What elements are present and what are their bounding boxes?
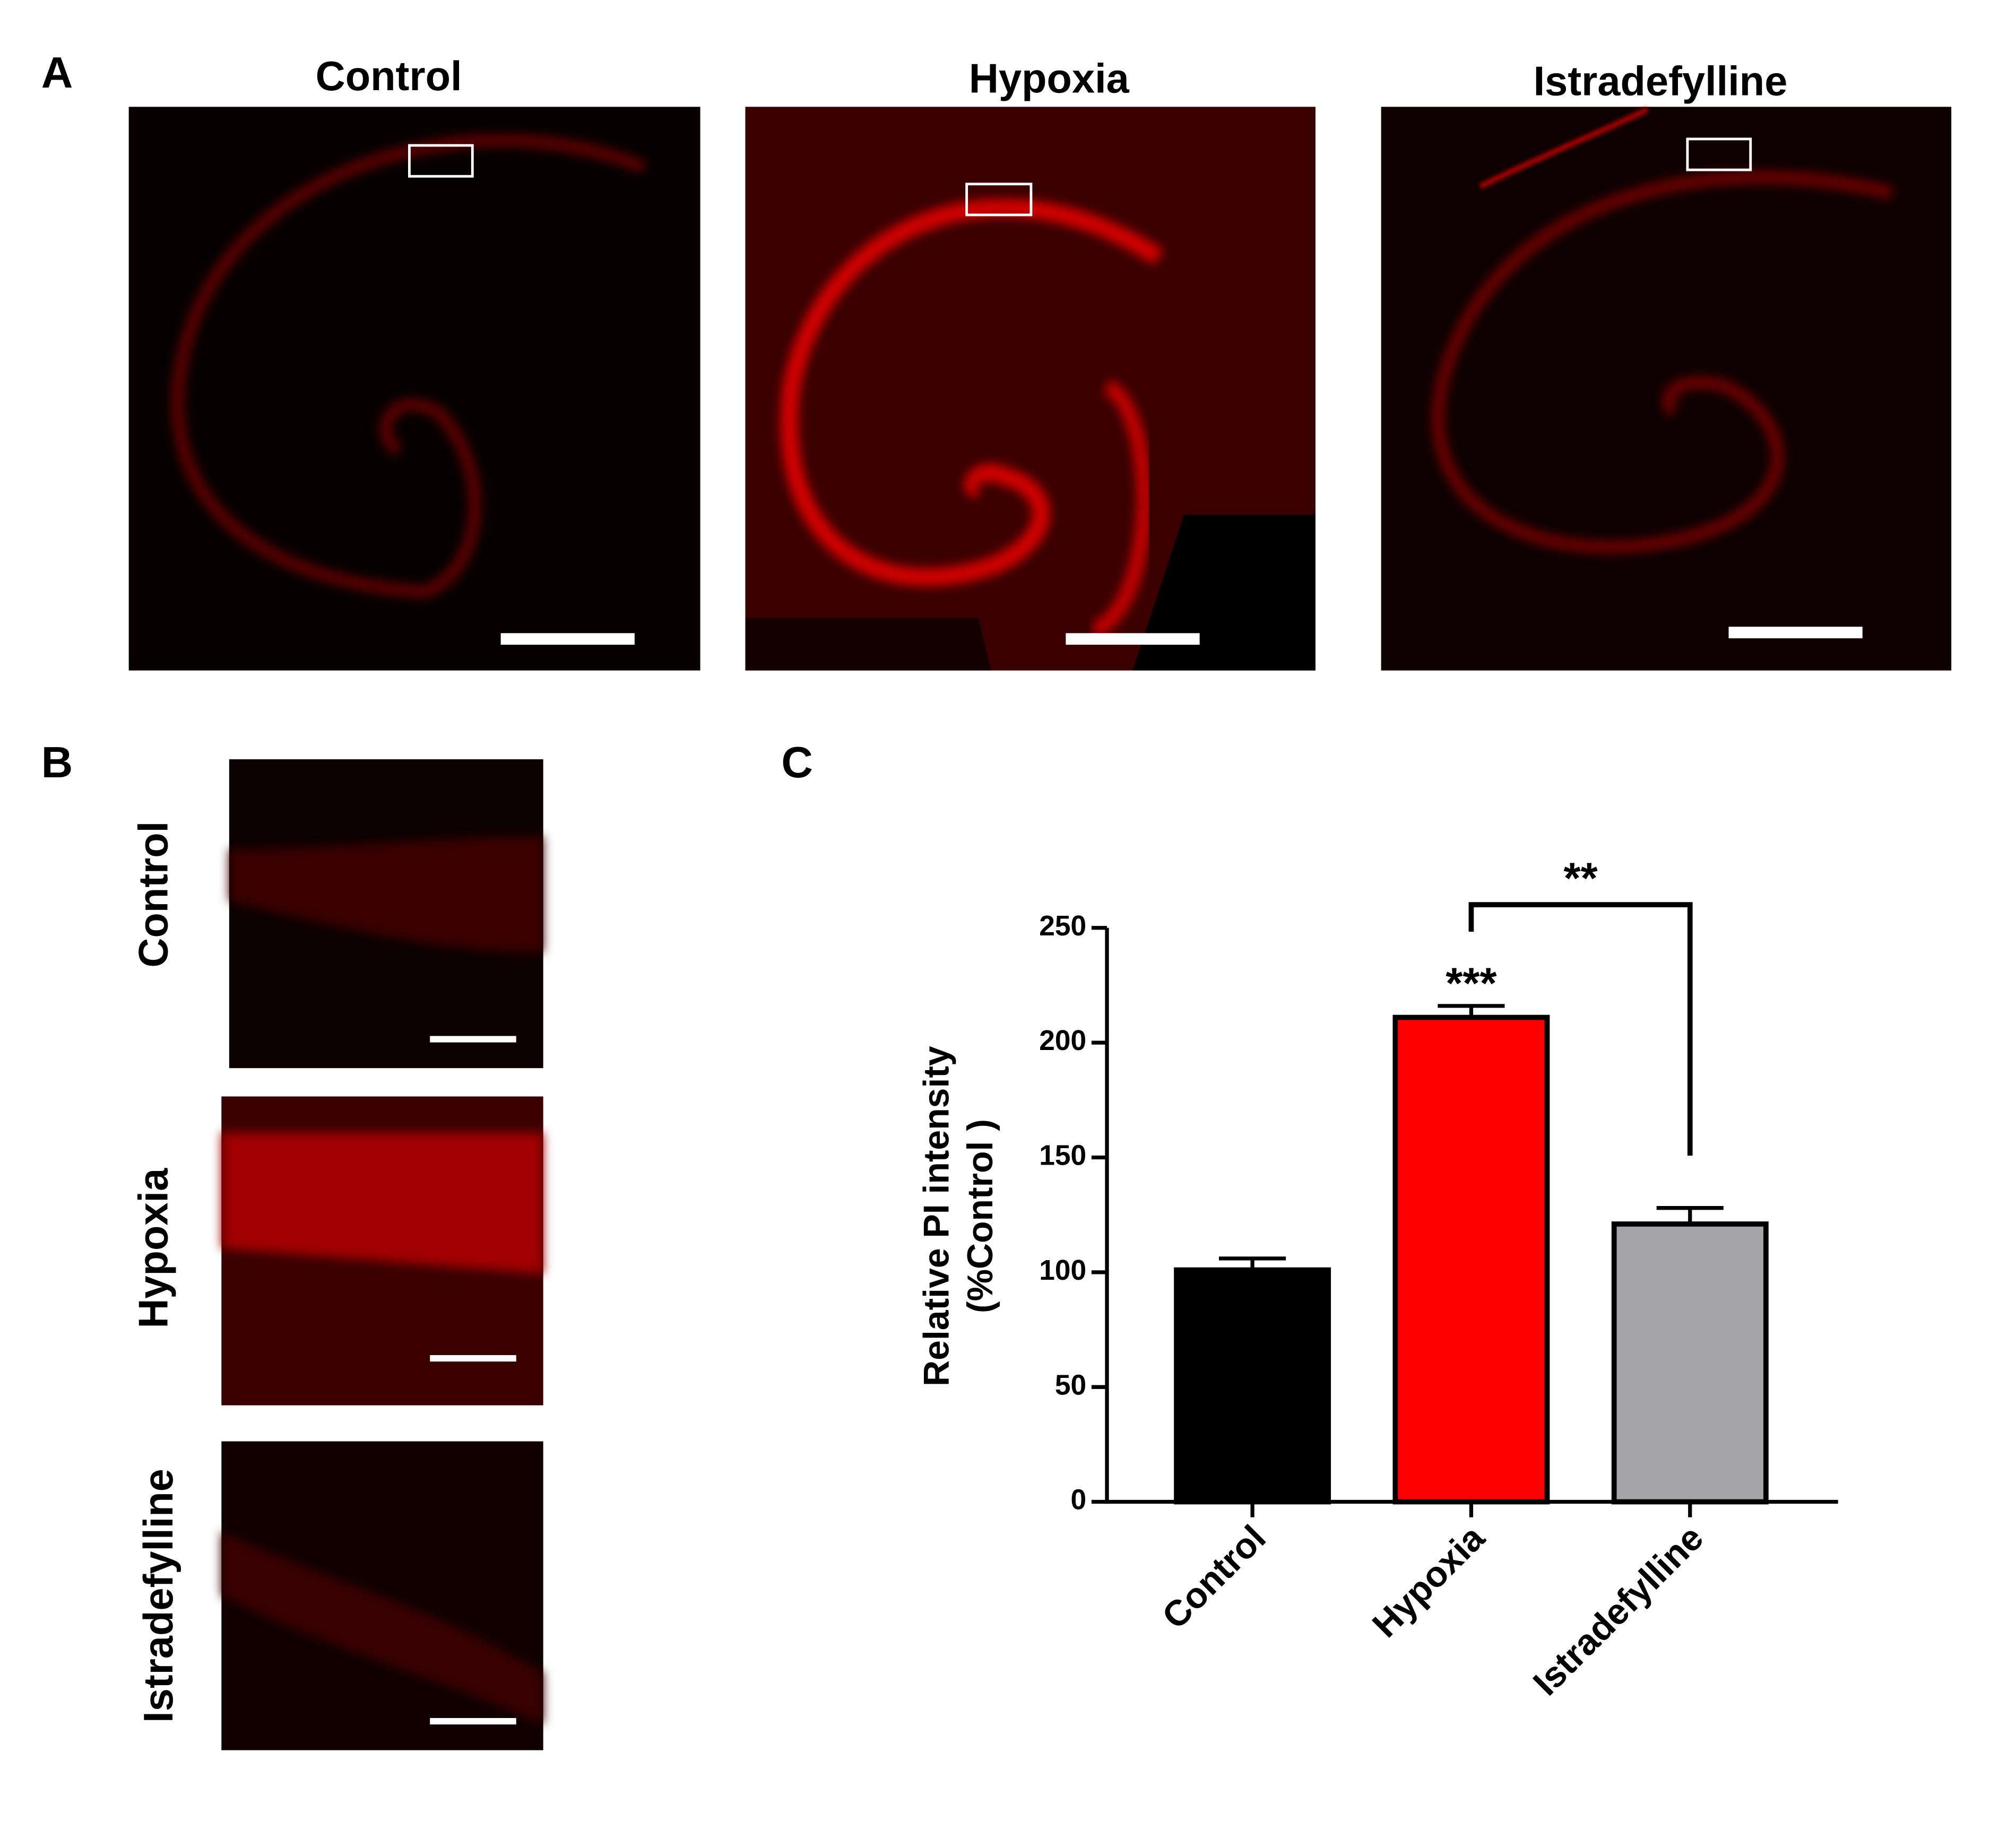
row-title: Hypoxia bbox=[131, 1168, 176, 1329]
x-tick-label: Istradefylline bbox=[1526, 1518, 1711, 1703]
micrograph bbox=[221, 1096, 543, 1405]
significance-bracket bbox=[1468, 902, 1693, 1156]
image-title: Istradefylline bbox=[1534, 58, 1788, 104]
micrograph bbox=[1381, 107, 1952, 671]
bar bbox=[1611, 1221, 1769, 1505]
panel-label: A bbox=[41, 48, 73, 97]
micrograph bbox=[229, 759, 543, 1069]
y-tick-label: 50 bbox=[1055, 1369, 1086, 1401]
row-title: Istradefylline bbox=[136, 1469, 181, 1723]
row-title: Control bbox=[131, 821, 176, 968]
y-tick-label: 250 bbox=[1039, 910, 1086, 942]
panel-label: B bbox=[41, 738, 73, 787]
y-tick-label: 100 bbox=[1039, 1255, 1086, 1286]
y-axis-label: Relative PI intensity bbox=[917, 1046, 957, 1386]
micrograph bbox=[221, 1441, 543, 1750]
y-axis-label: (%Control ) bbox=[960, 1119, 1000, 1313]
y-tick-label: 0 bbox=[1071, 1485, 1087, 1516]
significance: *** bbox=[1446, 959, 1496, 1008]
significance: ** bbox=[1564, 854, 1598, 903]
bar bbox=[1392, 1014, 1550, 1505]
image-title: Hypoxia bbox=[969, 56, 1130, 102]
x-tick-label: Control bbox=[1155, 1518, 1274, 1637]
bar-chart: 0 50 100 150 200 250 Relative PI intensity (%Co… bbox=[917, 854, 1838, 1703]
y-tick-label: 200 bbox=[1039, 1025, 1086, 1056]
y-tick-label: 150 bbox=[1039, 1140, 1086, 1172]
micrograph bbox=[745, 107, 1315, 671]
x-tick-label: Hypoxia bbox=[1365, 1517, 1493, 1645]
panel-label: C bbox=[781, 738, 813, 787]
micrograph bbox=[128, 107, 700, 671]
bar bbox=[1174, 1267, 1331, 1505]
image-title: Control bbox=[316, 54, 462, 99]
